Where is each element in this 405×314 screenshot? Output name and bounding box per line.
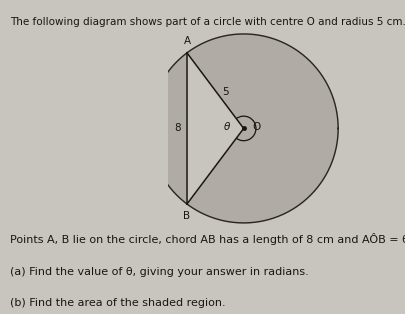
Text: (b) Find the area of the shaded region.: (b) Find the area of the shaded region.	[10, 298, 225, 308]
Text: (a) Find the value of θ, giving your answer in radians.: (a) Find the value of θ, giving your ans…	[10, 267, 308, 277]
Text: Points A, B lie on the circle, chord AB has a length of 8 cm and AÔB = θ.: Points A, B lie on the circle, chord AB …	[10, 233, 405, 245]
Polygon shape	[187, 53, 243, 204]
Text: B: B	[183, 211, 190, 221]
Text: The following diagram shows part of a circle with centre O and radius 5 cm.: The following diagram shows part of a ci…	[10, 18, 405, 27]
Text: O: O	[252, 122, 260, 133]
Text: θ: θ	[223, 122, 230, 133]
Text: A: A	[184, 36, 191, 46]
Text: 8: 8	[174, 123, 181, 133]
Text: 5: 5	[222, 87, 228, 97]
Polygon shape	[149, 34, 337, 223]
